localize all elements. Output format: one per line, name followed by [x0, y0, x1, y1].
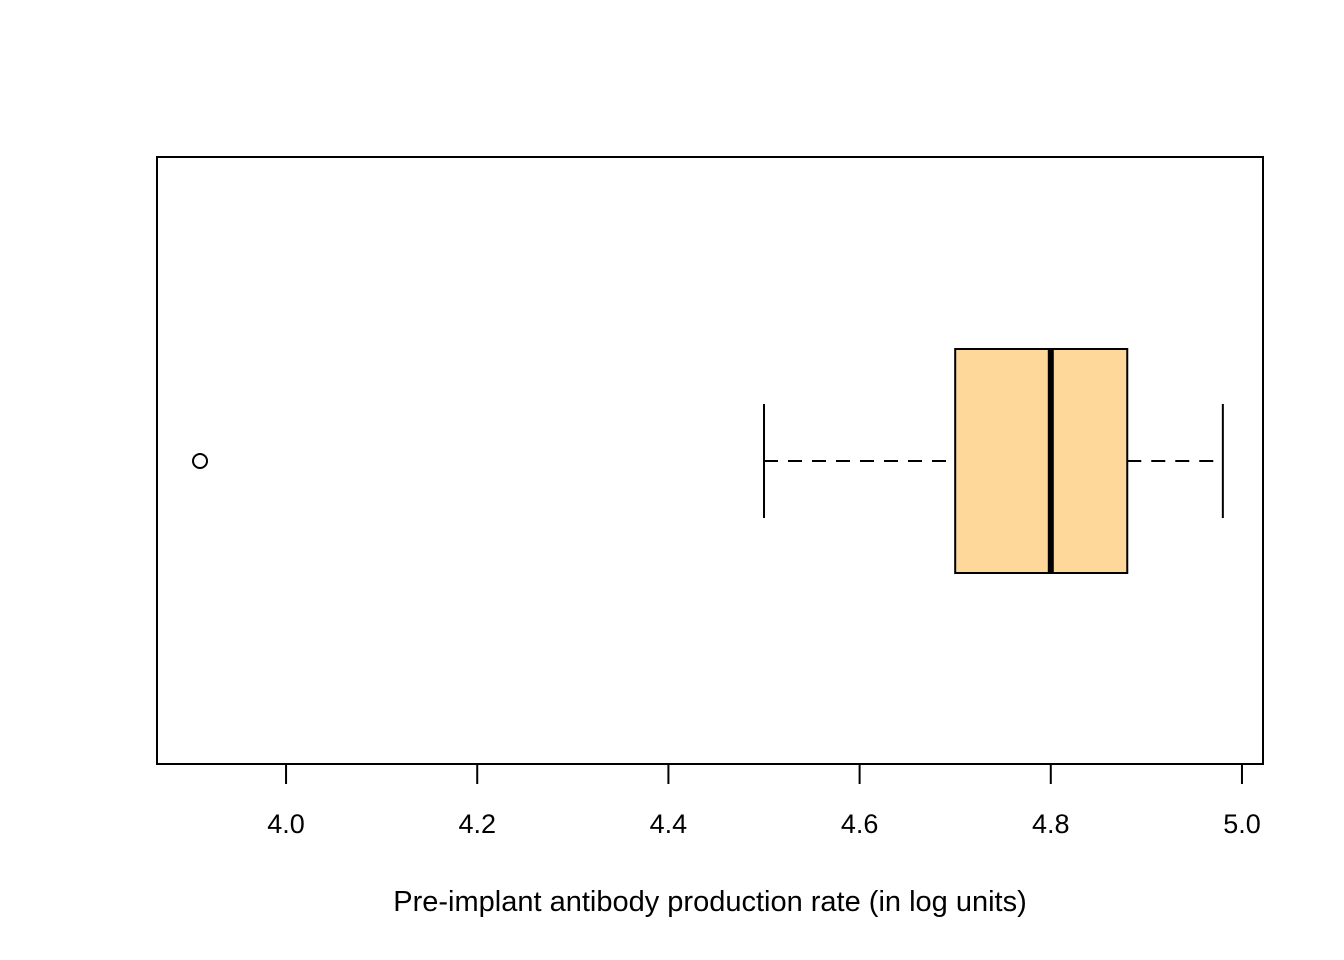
iqr-box	[954, 348, 1129, 574]
x-tick-label: 4.4	[650, 809, 688, 839]
outlier-points	[192, 453, 209, 469]
x-axis: 4.0 4.2 4.4 4.6 4.8 5.0	[267, 763, 1261, 839]
x-tick-label: 4.0	[267, 809, 305, 839]
box-group	[192, 348, 1224, 574]
x-ticks: 4.0 4.2 4.4 4.6 4.8 5.0	[267, 764, 1261, 839]
x-tick-label: 4.2	[458, 809, 496, 839]
x-tick-label: 5.0	[1223, 809, 1261, 839]
outlier-point	[192, 453, 209, 469]
x-tick-label: 4.8	[1032, 809, 1070, 839]
x-axis-label: Pre-implant antibody production rate (in…	[393, 886, 1027, 918]
x-tick-label: 4.6	[841, 809, 879, 839]
